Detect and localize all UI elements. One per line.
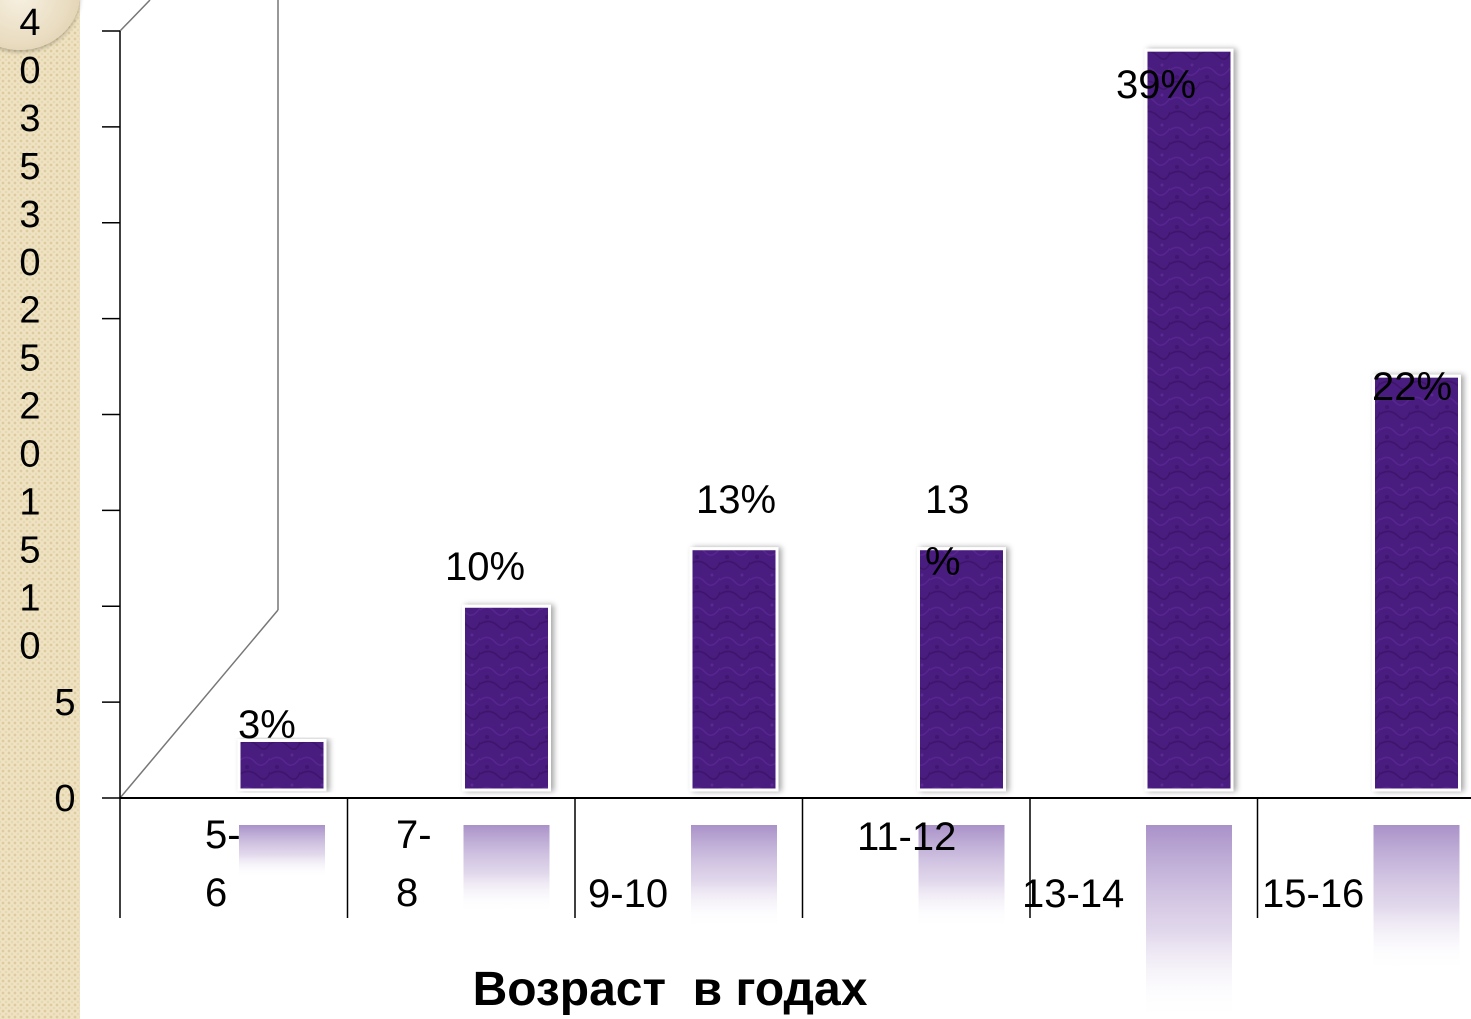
data-label-13-14: 39% [1116, 63, 1196, 107]
x-axis-category-labels: 5- 6 7- 8 9-10 11-12 13-14 15-16 [205, 813, 1364, 916]
bar-reflection [1146, 825, 1232, 1019]
data-label-5-6: 3% [238, 703, 296, 747]
x-category-label-13-14: 13-14 [1022, 872, 1124, 916]
y-tick-label-line: 3 [19, 98, 40, 140]
bar-reflection [691, 825, 777, 928]
bar-5-6 [237, 738, 327, 792]
data-label-9-10: 13% [696, 478, 776, 522]
y-tick-label-line: 1 [19, 577, 40, 619]
y-tick-label-line: 3 [19, 194, 40, 236]
y-tick-label-line: 1 [19, 481, 40, 523]
bars-group [237, 48, 1461, 792]
bar-15-16 [1372, 374, 1461, 792]
y-tick-label-line: 5 [19, 146, 40, 188]
x-category-label-5-6: 5- [205, 813, 241, 857]
x-axis-title: Возраст в годах [472, 963, 868, 1016]
back-wall-diagonal-top [119, 0, 151, 32]
bar-reflection [1373, 825, 1460, 973]
x-category-label-7-8: 7- [396, 813, 432, 857]
bar-reflection [463, 825, 550, 913]
y-tick-label-line: 2 [19, 290, 40, 332]
x-category-label-5-6: 6 [205, 871, 227, 915]
y-tick-label-line: 2 [19, 386, 40, 428]
y-tick-label-line: 0 [19, 625, 40, 667]
data-label-15-16: 22% [1372, 365, 1452, 409]
bar-11-12 [917, 547, 1006, 792]
y-tick-label: 5 [54, 682, 75, 724]
y-axis-tick-labels: 051 01 52 02 53 03 54 0 [19, 2, 75, 820]
bar-reflection [239, 825, 325, 878]
y-tick-label-line: 0 [19, 50, 40, 92]
data-label-11-12-suffix: % [925, 540, 961, 584]
x-category-label-15-16: 15-16 [1262, 872, 1364, 916]
slide-decor-strip [0, 0, 80, 1019]
x-category-label-11-12: 11-12 [857, 815, 956, 859]
data-label-7-8: 10% [445, 545, 525, 589]
data-label-11-12: 13 [925, 478, 970, 522]
chart-back-wall [119, 0, 279, 799]
y-tick-label-line: 5 [19, 338, 40, 380]
y-tick-label-line: 4 [19, 2, 40, 44]
x-category-label-7-8: 8 [396, 871, 418, 915]
back-wall-diagonal-bottom [119, 609, 279, 799]
bar-9-10 [689, 547, 779, 792]
chart-axes [102, 30, 1471, 918]
bar-reflection [918, 825, 1005, 928]
bar-7-8 [462, 604, 551, 792]
y-tick-label-line: 0 [19, 434, 40, 476]
bar-13-14 [1144, 48, 1234, 792]
bar-reflections [239, 825, 1460, 1019]
x-category-label-9-10: 9-10 [588, 872, 668, 916]
y-tick-label-line: 5 [19, 529, 40, 571]
y-tick-label: 0 [54, 778, 75, 820]
y-tick-label-line: 0 [19, 242, 40, 284]
data-labels-group: 3% 10% 13% 13% 39% 22% [238, 63, 1452, 747]
